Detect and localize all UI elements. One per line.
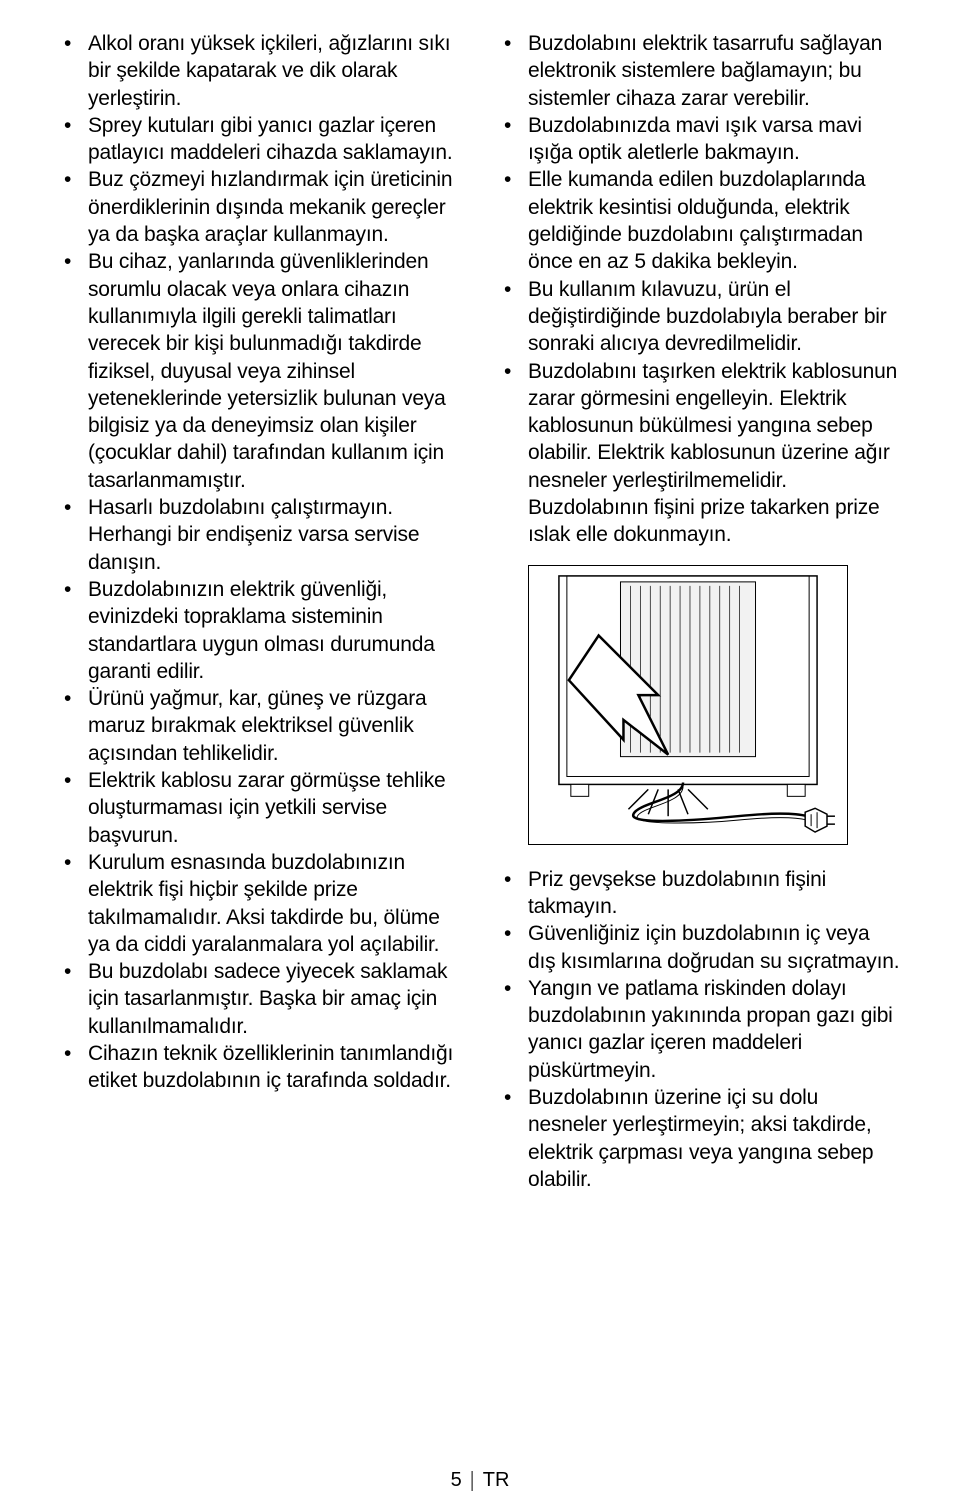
list-item: Elektrik kablosu zarar görmüşse tehlike … xyxy=(60,767,460,849)
list-item: Buzdolabının üzerine içi su dolu nesnele… xyxy=(500,1084,900,1193)
right-bullet-list-top: Buzdolabını elektrik tasarrufu sağlayan … xyxy=(500,30,900,549)
list-item: Buzdolabınızın elektrik güvenliği, evini… xyxy=(60,576,460,685)
left-column: Alkol oranı yüksek içkileri, ağızlarını … xyxy=(60,30,460,1193)
footer-divider xyxy=(472,1471,473,1491)
list-item: Buzdolabınızda mavi ışık varsa mavi ışığ… xyxy=(500,112,900,167)
list-item: Buz çözmeyi hızlandırmak için üreticinin… xyxy=(60,166,460,248)
list-item: Elle kumanda edilen buzdolaplarında elek… xyxy=(500,166,900,275)
language-code: TR xyxy=(483,1469,510,1492)
list-item: Buzdolabını elektrik tasarrufu sağlayan … xyxy=(500,30,900,112)
list-item: Bu kullanım kılavuzu, ürün el değiştirdi… xyxy=(500,276,900,358)
list-item: Priz gevşekse buzdolabının fişini takmay… xyxy=(500,866,900,921)
list-item: Güvenliğiniz için buzdolabının iç veya d… xyxy=(500,920,900,975)
list-item: Sprey kutuları gibi yanıcı gazlar içeren… xyxy=(60,112,460,167)
list-item: Kurulum esnasında buzdolabınızın elektri… xyxy=(60,849,460,958)
page-footer: 5 TR xyxy=(451,1469,510,1492)
right-column: Buzdolabını elektrik tasarrufu sağlayan … xyxy=(500,30,900,1193)
left-bullet-list: Alkol oranı yüksek içkileri, ağızlarını … xyxy=(60,30,460,1095)
refrigerator-cable-diagram xyxy=(528,565,848,845)
list-item: Hasarlı buzdolabını çalıştırmayın. Herha… xyxy=(60,494,460,576)
list-item: Buzdolabını taşırken elektrik kablosunun… xyxy=(500,358,900,549)
list-item: Alkol oranı yüksek içkileri, ağızlarını … xyxy=(60,30,460,112)
list-item: Bu buzdolabı sadece yiyecek saklamak içi… xyxy=(60,958,460,1040)
list-item: Yangın ve patlama riskinden dolayı buzdo… xyxy=(500,975,900,1084)
two-column-layout: Alkol oranı yüksek içkileri, ağızlarını … xyxy=(60,30,900,1193)
page-number: 5 xyxy=(451,1469,462,1492)
list-item: Ürünü yağmur, kar, güneş ve rüzgara maru… xyxy=(60,685,460,767)
list-item: Cihazın teknik özelliklerinin tanımlandı… xyxy=(60,1040,460,1095)
list-item: Bu cihaz, yanlarında güvenliklerinden so… xyxy=(60,248,460,494)
right-bullet-list-bottom: Priz gevşekse buzdolabının fişini takmay… xyxy=(500,866,900,1194)
